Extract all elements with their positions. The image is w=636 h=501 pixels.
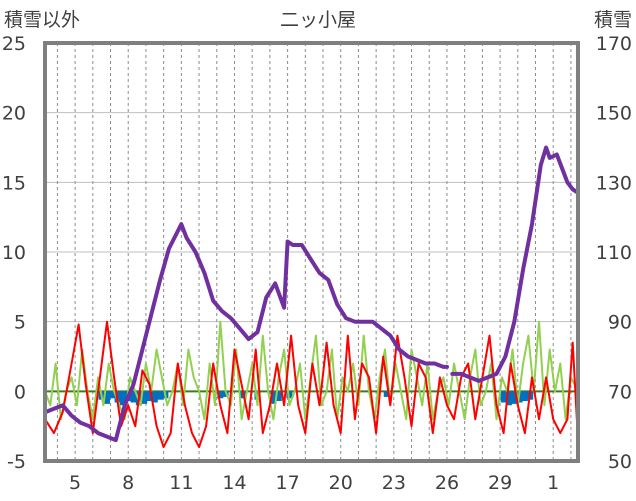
series-layer: [43, 145, 580, 449]
x-tick-7: 26: [435, 472, 459, 494]
right-tick-1: 70: [608, 381, 632, 403]
left-axis-label: 積雪以外: [4, 9, 80, 31]
precip-bar-4: [119, 391, 126, 406]
left-tick-5: 20: [2, 103, 26, 125]
left-tick-0: -5: [7, 451, 26, 473]
precip-bar-9: [146, 391, 153, 402]
x-tick-0: 5: [69, 472, 81, 494]
x-tick-3: 14: [222, 472, 246, 494]
snow-depth-line-0: [43, 222, 449, 443]
precip-bar-23: [511, 391, 518, 404]
right-tick-6: 170: [596, 33, 632, 55]
precip-bar-25: [521, 391, 528, 402]
x-tick-1: 8: [122, 472, 134, 494]
x-axis-ticks: 5 8 11 14 17 20 23 26 29 1: [69, 472, 559, 494]
snow-depth-line-1: [450, 145, 580, 383]
chart-title: 二ッ小屋: [280, 9, 356, 31]
x-tick-5: 20: [329, 472, 353, 494]
left-tick-3: 10: [2, 242, 26, 264]
right-tick-4: 130: [596, 172, 632, 194]
right-tick-0: 50: [608, 451, 632, 473]
precip-bar-18: [275, 391, 282, 402]
right-tick-2: 90: [608, 312, 632, 334]
precip-bar-1: [103, 391, 110, 404]
x-tick-2: 11: [169, 472, 193, 494]
precip-bar-11: [157, 391, 164, 400]
right-axis-ticks: 50 70 90 110 130 150 170: [596, 33, 632, 473]
plot-frame: [43, 41, 580, 463]
precip-bar-21: [500, 391, 507, 403]
x-tick-4: 17: [276, 472, 300, 494]
right-tick-3: 110: [596, 242, 632, 264]
precip-bar-6: [130, 391, 137, 403]
precip-bar-22: [505, 391, 512, 406]
precip-bar-20: [383, 391, 390, 397]
right-tick-5: 150: [596, 103, 632, 125]
x-tick-9: 1: [547, 472, 559, 494]
x-tick-8: 29: [488, 472, 512, 494]
left-tick-2: 5: [14, 312, 26, 334]
precip-bar-10: [151, 391, 158, 403]
temperature-line-2: [44, 320, 579, 449]
precip-bar-2: [109, 391, 116, 399]
right-axis-label: 積雪: [594, 9, 632, 31]
left-tick-1: 0: [14, 381, 26, 403]
precip-bar-13: [217, 391, 224, 399]
left-axis-ticks: -5 0 5 10 15 20 25: [2, 33, 26, 473]
left-tick-4: 15: [2, 172, 26, 194]
left-tick-6: 25: [2, 33, 26, 55]
x-tick-6: 23: [382, 472, 406, 494]
precip-bar-17: [270, 391, 277, 404]
precip-bar-8: [141, 391, 148, 404]
